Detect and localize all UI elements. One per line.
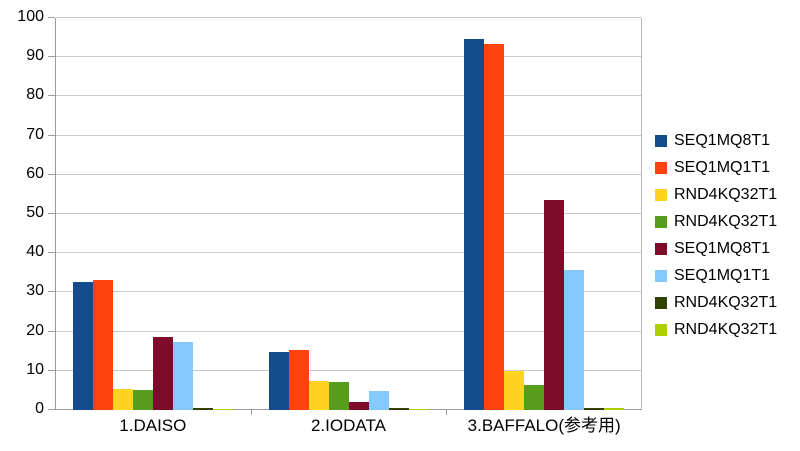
bar-series7-cat3 [584,408,605,410]
y-tick-label: 50 [26,204,44,221]
legend-color-swatch-icon [655,134,667,147]
bar-series2-cat3 [484,43,505,410]
x-category-label: 3.BAFFALO(参考用) [467,416,621,435]
bar-series2-cat1 [92,279,113,410]
legend-item: SEQ1MQ8T1 [655,127,777,154]
y-axis-tick [48,291,55,293]
bar-series1-cat1 [72,282,93,410]
x-axis-tick [446,410,448,415]
gridline [56,17,641,18]
bar-series3-cat2 [308,381,329,410]
legend-series-label: SEQ1MQ1T1 [674,158,771,176]
y-tick-label: 70 [26,125,44,143]
legend-item: RND4KQ32T1 [655,289,777,316]
legend-color-swatch-icon [655,269,667,282]
bar-series6-cat3 [564,270,585,410]
y-axis-tick [48,173,55,175]
gridline [56,95,641,97]
y-tick-label: 10 [26,360,44,378]
x-category-label: 1.DAISO [119,416,187,435]
y-tick-label: 90 [26,47,44,65]
gridline [56,291,641,293]
bar-series4-cat2 [328,381,349,410]
y-tick-label: 20 [26,321,44,339]
gridline [56,330,641,332]
bar-series4-cat1 [132,389,153,410]
legend-color-swatch-icon [655,215,667,228]
y-tick-label: 0 [35,400,44,417]
gridline [56,369,641,371]
legend-series-label: RND4KQ32T1 [674,185,778,203]
bar-group [251,18,447,410]
y-axis-tick [48,17,55,18]
legend-series-label: SEQ1MQ8T1 [674,239,771,257]
x-axis-tick [250,410,252,415]
bar-group [55,18,251,410]
y-axis-tick [48,409,55,410]
gridline [56,252,641,254]
y-axis-tick [48,252,55,254]
bar-series8-cat2 [408,408,429,410]
legend-item: SEQ1MQ1T1 [655,262,777,289]
bar-series2-cat2 [288,350,309,410]
bar-series3-cat1 [112,388,133,410]
chart-legend: SEQ1MQ8T1 SEQ1MQ1T1 RND4KQ32T1 RND4KQ32T1 SE… [655,127,777,343]
bar-series1-cat3 [464,39,485,410]
legend-series-label: SEQ1MQ8T1 [674,131,771,149]
y-axis-tick [48,213,55,214]
legend-item: RND4KQ32T1 [655,316,777,343]
y-axis-tick [48,369,55,371]
legend-color-swatch-icon [655,161,667,174]
legend-series-label: RND4KQ32T1 [674,212,778,230]
bar-series5-cat1 [152,337,173,410]
legend-series-label: SEQ1MQ1T1 [674,266,771,284]
y-axis-tick [48,56,55,58]
x-category-label: 2.IODATA [311,416,386,435]
y-tick-label: 40 [26,243,44,261]
legend-color-swatch-icon [655,323,667,336]
gridline [56,213,641,214]
y-axis-tick [48,95,55,97]
legend-item: RND4KQ32T1 [655,181,777,208]
legend-series-label: RND4KQ32T1 [674,293,778,311]
legend-item: SEQ1MQ8T1 [655,235,777,262]
legend-item: SEQ1MQ1T1 [655,154,777,181]
y-tick-label: 30 [26,282,44,300]
y-tick-label: 60 [26,164,44,182]
bar-series6-cat1 [172,342,193,410]
legend-color-swatch-icon [655,296,667,309]
gridline [56,134,641,136]
gridline [56,56,641,58]
y-axis-tick [48,134,55,136]
legend-item: RND4KQ32T1 [655,208,777,235]
bar-group [446,18,642,410]
bar-series4-cat3 [524,385,545,410]
bar-series8-cat3 [604,408,625,410]
bar-series7-cat2 [388,408,409,410]
bar-series7-cat1 [192,408,213,410]
bar-series3-cat3 [504,370,525,410]
y-axis-tick [48,330,55,332]
legend-series-label: RND4KQ32T1 [674,320,778,338]
bar-series1-cat2 [268,351,289,410]
y-tick-label: 80 [26,86,44,104]
y-tick-label: 100 [17,8,44,25]
bar-series5-cat3 [544,199,565,410]
gridline [56,173,641,175]
bar-series6-cat2 [368,390,389,410]
legend-color-swatch-icon [655,188,667,201]
bar-series8-cat1 [212,409,233,410]
legend-color-swatch-icon [655,242,667,255]
bar-series5-cat2 [348,401,369,410]
bar-groups [55,18,642,410]
